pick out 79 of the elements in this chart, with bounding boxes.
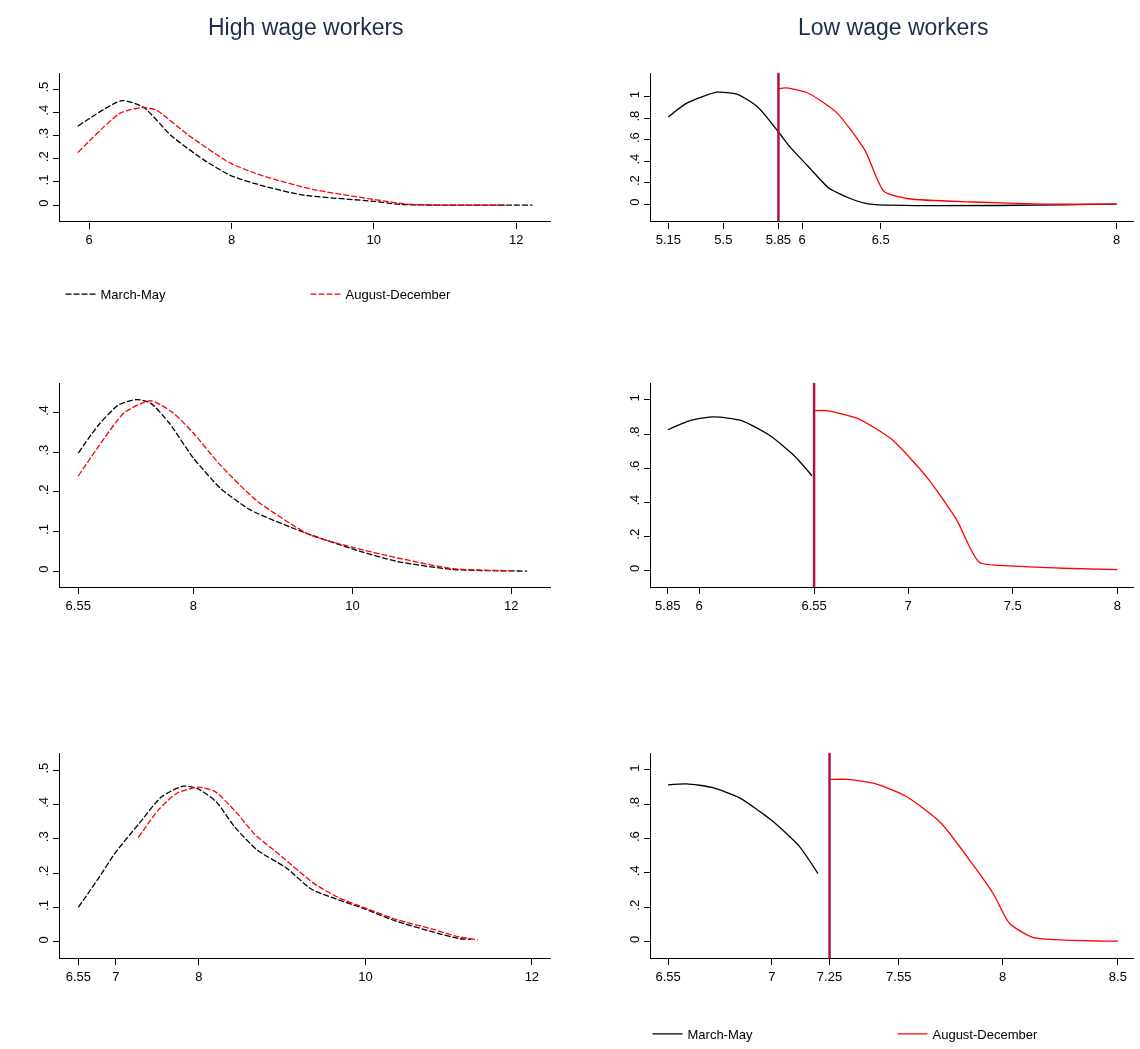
chart-title: High wage workers bbox=[208, 14, 404, 40]
y-tick-label: .4 bbox=[35, 405, 51, 417]
x-tick-label: 8 bbox=[189, 598, 198, 614]
y-tick-label: .8 bbox=[626, 110, 642, 122]
line-series bbox=[137, 786, 479, 941]
chart-title: Low wage workers bbox=[798, 14, 989, 40]
y-tick-label: .8 bbox=[626, 796, 642, 808]
y-tick-label: 0 bbox=[626, 198, 642, 206]
y-tick-label: .2 bbox=[626, 175, 642, 187]
y-tick-label: .2 bbox=[626, 528, 642, 540]
x-tick-label: 10 bbox=[345, 598, 360, 614]
line-series bbox=[777, 87, 1118, 205]
y-tick-label: .2 bbox=[35, 484, 51, 496]
x-tick-label: 5.85 bbox=[655, 598, 681, 614]
x-tick-label: 7 bbox=[112, 969, 120, 984]
y-tick-label: .3 bbox=[35, 831, 51, 843]
x-tick-label: 5.5 bbox=[714, 232, 733, 248]
y-tick-label: .2 bbox=[35, 865, 51, 877]
y-tick-label: 0 bbox=[626, 935, 642, 944]
y-tick-label: .3 bbox=[35, 128, 51, 139]
x-tick-label: 6.55 bbox=[65, 969, 91, 984]
x-tick-label: 12 bbox=[504, 598, 519, 614]
x-tick-label: 6 bbox=[798, 232, 806, 248]
y-tick-label: .1 bbox=[35, 174, 51, 186]
x-tick-label: 8 bbox=[1113, 232, 1121, 248]
y-tick-label: .6 bbox=[626, 460, 642, 472]
x-tick-label: 12 bbox=[508, 232, 524, 248]
x-tick-label: 8 bbox=[195, 969, 203, 984]
x-tick-label: 6.55 bbox=[801, 598, 827, 614]
y-tick-label: .4 bbox=[626, 494, 642, 506]
x-tick-label: 5.15 bbox=[655, 232, 681, 248]
y-tick-label: 0 bbox=[35, 565, 51, 573]
y-tick-label: .1 bbox=[35, 524, 51, 535]
line-series bbox=[814, 409, 1118, 571]
x-tick-label: 6.55 bbox=[65, 598, 91, 614]
legend-label: August-December bbox=[932, 1027, 1038, 1043]
y-tick-label: .4 bbox=[626, 153, 642, 165]
y-tick-label: .4 bbox=[626, 865, 642, 877]
y-tick-label: .3 bbox=[35, 444, 51, 456]
y-tick-label: .5 bbox=[35, 81, 51, 93]
legend-label: March-May bbox=[687, 1027, 754, 1043]
x-tick-label: 6 bbox=[695, 598, 703, 614]
y-tick-label: 1 bbox=[626, 764, 642, 772]
y-tick-label: .4 bbox=[35, 104, 51, 116]
x-tick-label: 10 bbox=[358, 969, 373, 984]
y-tick-label: .6 bbox=[626, 132, 642, 144]
line-series bbox=[830, 778, 1119, 942]
line-series bbox=[667, 416, 813, 477]
x-tick-label: 6 bbox=[85, 232, 93, 248]
line-series bbox=[77, 785, 472, 941]
x-tick-label: 7 bbox=[904, 598, 912, 614]
x-tick-label: 7.55 bbox=[886, 969, 912, 984]
y-tick-label: .4 bbox=[35, 796, 51, 808]
y-tick-label: .5 bbox=[35, 762, 51, 774]
y-tick-label: 0 bbox=[35, 199, 51, 207]
y-tick-label: 1 bbox=[626, 394, 642, 402]
x-tick-label: 6.5 bbox=[871, 232, 890, 248]
y-tick-label: 1 bbox=[626, 90, 642, 99]
x-tick-label: 5.85 bbox=[765, 232, 792, 248]
x-tick-label: 8.5 bbox=[1108, 969, 1127, 984]
x-tick-label: 12 bbox=[524, 969, 540, 984]
y-tick-label: .1 bbox=[35, 900, 51, 911]
x-tick-label: 7.5 bbox=[1003, 598, 1022, 614]
x-tick-label: 8 bbox=[998, 969, 1007, 984]
x-tick-label: 7 bbox=[768, 969, 776, 984]
x-tick-label: 8 bbox=[1113, 598, 1121, 614]
x-tick-label: 8 bbox=[227, 232, 236, 248]
x-tick-label: 6.55 bbox=[655, 969, 681, 984]
y-tick-label: .2 bbox=[626, 899, 642, 911]
x-tick-label: 10 bbox=[366, 232, 382, 248]
legend-label: March-May bbox=[100, 287, 167, 303]
y-tick-label: 0 bbox=[35, 936, 51, 944]
x-tick-label: 7.25 bbox=[816, 969, 843, 984]
y-tick-label: .6 bbox=[626, 831, 642, 843]
line-series bbox=[667, 783, 819, 875]
legend-label: August-December bbox=[345, 287, 451, 303]
y-tick-label: .2 bbox=[35, 151, 51, 163]
y-tick-label: 0 bbox=[626, 564, 642, 572]
y-tick-label: .8 bbox=[626, 426, 642, 438]
